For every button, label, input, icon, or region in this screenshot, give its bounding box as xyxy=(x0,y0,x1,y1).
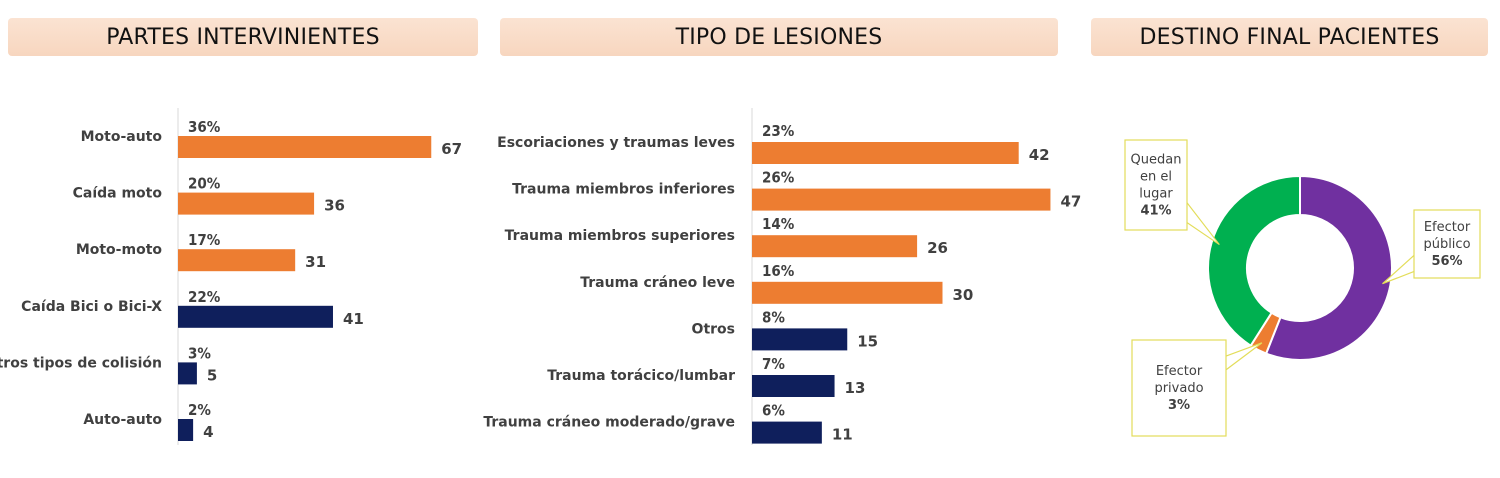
callout-label: en el xyxy=(1140,170,1172,185)
title-destino-final-pacientes: DESTINO FINAL PACIENTES xyxy=(1091,18,1488,56)
bar xyxy=(752,281,943,304)
bar xyxy=(752,328,848,351)
callout-label: Quedan xyxy=(1131,153,1182,168)
bar xyxy=(178,136,432,158)
value-label: 42 xyxy=(1029,146,1050,164)
value-label: 31 xyxy=(305,253,326,271)
callout: Quedan en el lugar 41% xyxy=(1124,139,1220,246)
bar xyxy=(752,421,822,444)
callout: Efector público 56% xyxy=(1382,209,1481,285)
percent-label: 7% xyxy=(762,355,785,373)
value-label: 36 xyxy=(324,197,345,215)
callout: Efector privado 3% xyxy=(1131,339,1263,437)
donut-slice xyxy=(1207,174,1301,348)
percent-label: 14% xyxy=(762,215,795,233)
percent-label: 26% xyxy=(762,169,795,187)
bar xyxy=(752,142,1019,164)
bar-chart-partes: Moto-auto 36% 67 Caída moto 20% 36 Moto-moto 17… xyxy=(0,108,462,445)
value-label: 26 xyxy=(927,239,948,257)
percent-label: 22% xyxy=(188,288,221,306)
category-label: Otros tipos de colisión xyxy=(0,355,162,371)
callout-label: privado xyxy=(1154,381,1203,396)
callout-label: Efector xyxy=(1156,364,1203,379)
callout-label: Efector xyxy=(1424,220,1471,235)
donut-chart: Efector público 56% Efector privado 3% Quedan e… xyxy=(1124,139,1481,437)
bar xyxy=(178,419,194,441)
category-label: Trauma miembros superiores xyxy=(505,228,735,244)
callout-label: lugar xyxy=(1139,187,1173,202)
category-label: Escoriaciones y traumas leves xyxy=(497,135,735,151)
value-label: 5 xyxy=(207,366,217,384)
title-tipo-de-lesiones: TIPO DE LESIONES xyxy=(500,18,1058,56)
category-label: Trauma torácico/lumbar xyxy=(547,368,735,384)
category-label: Caída Bici o Bici-X xyxy=(21,299,162,315)
category-label: Auto-auto xyxy=(83,412,162,428)
title-partes-intervinientes: PARTES INTERVINIENTES xyxy=(8,18,478,56)
callout-percent: 3% xyxy=(1168,398,1190,413)
percent-label: 6% xyxy=(762,402,785,420)
bar-chart-lesiones: Escoriaciones y traumas leves 23% 42 Trauma… xyxy=(483,108,1081,445)
value-label: 30 xyxy=(953,286,974,304)
category-label: Moto-moto xyxy=(76,242,163,258)
category-label: Moto-auto xyxy=(81,129,163,145)
callout-label: público xyxy=(1423,237,1470,252)
bar xyxy=(752,235,918,258)
category-label: Otros xyxy=(692,321,735,337)
callout-box xyxy=(1124,139,1188,231)
percent-label: 16% xyxy=(762,262,795,280)
category-label: Trauma miembros inferiores xyxy=(512,182,735,198)
percent-label: 2% xyxy=(188,401,211,419)
value-label: 47 xyxy=(1060,193,1081,211)
category-label: Caída moto xyxy=(73,186,163,202)
value-label: 15 xyxy=(857,332,878,350)
bar xyxy=(178,305,333,328)
callout-percent: 41% xyxy=(1140,204,1171,219)
donut-slice xyxy=(1264,174,1393,361)
value-label: 67 xyxy=(441,140,462,158)
value-label: 4 xyxy=(203,423,213,441)
bar xyxy=(752,188,1051,211)
percent-label: 20% xyxy=(188,175,221,193)
bar xyxy=(178,362,197,385)
percent-label: 17% xyxy=(188,231,221,249)
bar xyxy=(178,192,315,215)
callout-percent: 56% xyxy=(1431,254,1462,269)
percent-label: 3% xyxy=(188,344,211,362)
percent-label: 8% xyxy=(762,308,785,326)
bar xyxy=(752,375,835,397)
callout-box xyxy=(1413,209,1481,279)
category-label: Trauma cráneo moderado/grave xyxy=(483,415,735,431)
percent-label: 23% xyxy=(762,122,795,140)
callout-box xyxy=(1131,339,1227,437)
percent-label: 36% xyxy=(188,118,221,136)
value-label: 41 xyxy=(343,310,364,328)
bar xyxy=(178,249,296,272)
value-label: 13 xyxy=(845,379,866,397)
category-label: Trauma cráneo leve xyxy=(580,275,735,291)
value-label: 11 xyxy=(832,426,853,444)
